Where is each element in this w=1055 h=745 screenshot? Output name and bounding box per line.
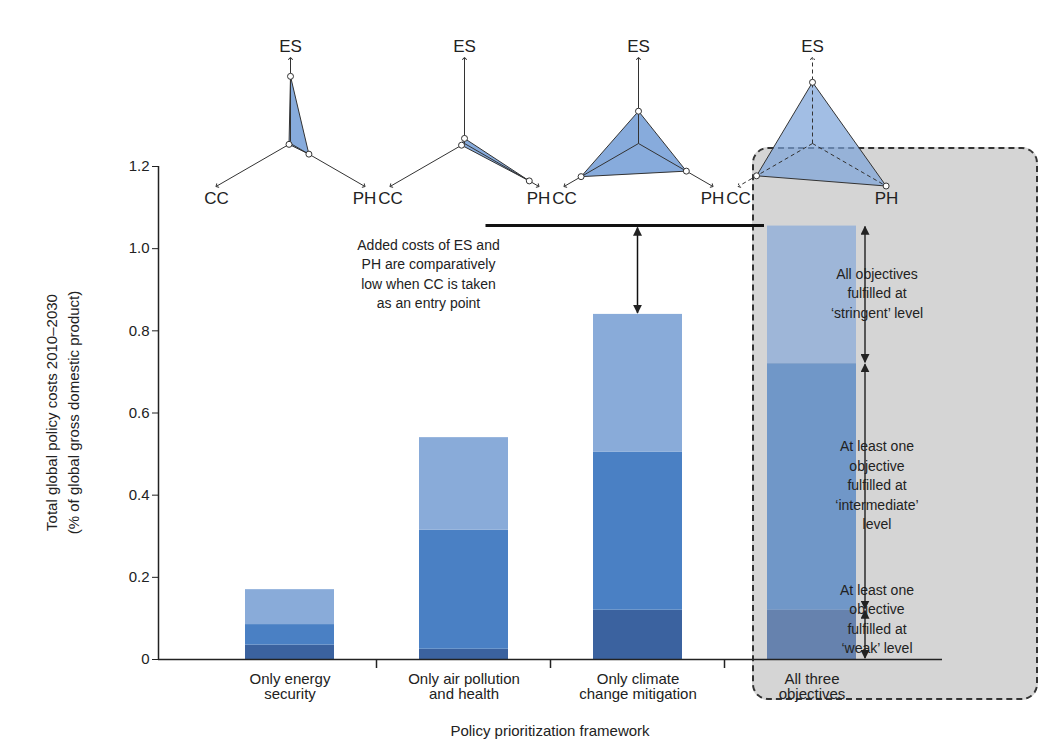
svg-text:Added costs of ES andPH are co: Added costs of ES andPH are comparativel… [357, 237, 499, 312]
svg-text:0.2: 0.2 [129, 568, 150, 585]
svg-text:At least oneobjectivefulfilled: At least oneobjectivefulfilled at‘weak’ … [840, 581, 914, 656]
svg-text:ES: ES [279, 37, 302, 56]
svg-text:1.0: 1.0 [129, 239, 150, 256]
svg-text:ES: ES [453, 37, 476, 56]
svg-text:CC: CC [204, 189, 229, 208]
svg-text:0.4: 0.4 [129, 486, 150, 503]
svg-text:PH: PH [874, 189, 898, 208]
svg-text:1.2: 1.2 [129, 157, 150, 174]
svg-text:PH: PH [700, 189, 724, 208]
svg-text:All threeobjectives: All threeobjectives [779, 670, 846, 702]
svg-text:Only climatechange mitigation: Only climatechange mitigation [579, 670, 697, 702]
svg-text:CC: CC [378, 189, 403, 208]
svg-text:ES: ES [627, 37, 650, 56]
svg-text:0.6: 0.6 [129, 404, 150, 421]
svg-text:Only air pollutionand health: Only air pollutionand health [408, 670, 520, 702]
svg-text:PH: PH [526, 189, 550, 208]
svg-text:CC: CC [552, 189, 577, 208]
svg-text:CC: CC [726, 189, 751, 208]
svg-text:Only energysecurity: Only energysecurity [250, 670, 331, 702]
svg-text:0: 0 [141, 650, 149, 667]
svg-text:At least oneobjectivefulfilled: At least oneobjectivefulfilled at‘interm… [835, 438, 918, 532]
svg-text:All objectivesfulfilled at‘str: All objectivesfulfilled at‘stringent’ le… [831, 266, 923, 321]
svg-text:Policy prioritization framewor: Policy prioritization framework [450, 722, 650, 739]
svg-text:0.8: 0.8 [129, 322, 150, 339]
svg-text:PH: PH [352, 189, 376, 208]
svg-text:ES: ES [801, 37, 824, 56]
svg-text:Total global policy costs 2010: Total global policy costs 2010–2030(% of… [43, 291, 82, 534]
